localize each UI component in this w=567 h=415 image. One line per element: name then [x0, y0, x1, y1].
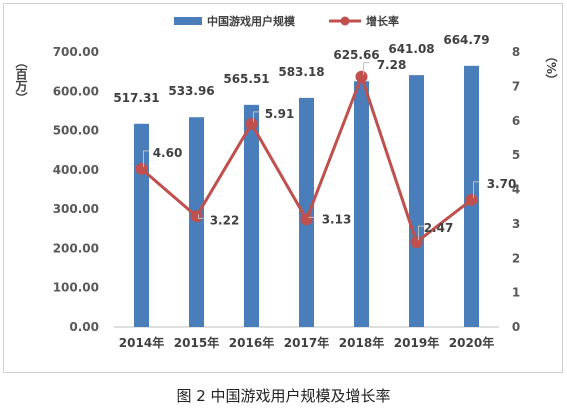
growth-rate-point	[465, 193, 478, 206]
growth-rate-point	[355, 70, 368, 83]
growth-rate-point	[135, 162, 148, 175]
combo-chart: 0.00 100.00 200.00 300.00 400.00 500.00 600.00…	[14, 14, 558, 350]
growth-rate-point	[245, 117, 258, 130]
bar-data-label: 641.08	[388, 42, 434, 56]
legend-marker-line	[340, 16, 350, 26]
y-left-tick-label: 200.00	[53, 241, 99, 255]
y-left-tick-label: 400.00	[53, 163, 99, 177]
y-right-tick-label: 1	[512, 286, 520, 300]
line-data-label: 5.91	[265, 107, 295, 121]
data-label-leader	[253, 111, 260, 122]
legend-label-bars: 中国游戏用户规模	[207, 14, 296, 28]
y-right-tick-label: 4	[512, 183, 520, 197]
y-right-tick-label: 5	[512, 148, 520, 162]
line-data-label: 2.47	[424, 221, 454, 235]
line-data-label: 7.28	[377, 58, 407, 72]
bar	[299, 97, 314, 327]
y-left-tick-label: 700.00	[53, 45, 99, 59]
x-tick-label: 2015年	[174, 335, 219, 350]
bar-data-label: 664.79	[443, 33, 489, 47]
figure-caption: 图 2 中国游戏用户规模及增长率	[176, 387, 391, 405]
data-label-leader	[418, 225, 425, 241]
y-left-tick-label: 300.00	[53, 202, 99, 216]
x-tick-label: 2020年	[449, 335, 494, 350]
y-left-tick-label: 500.00	[53, 124, 99, 138]
y-right-tick-label: 3	[512, 217, 520, 231]
y-left-unit-label: （百万）	[14, 56, 28, 104]
y-right-tick-label: 0	[512, 320, 520, 334]
bar-data-label: 517.31	[113, 91, 159, 105]
bar	[134, 123, 149, 327]
y-left-tick-label: 0.00	[69, 320, 99, 334]
line-data-label: 3.13	[322, 212, 352, 226]
line-data-label: 3.70	[487, 177, 517, 191]
x-tick-label: 2016年	[229, 335, 274, 350]
x-tick-label: 2017年	[284, 335, 329, 350]
growth-rate-point	[410, 236, 423, 249]
data-label-leader	[363, 62, 370, 75]
data-label-leader	[473, 181, 480, 198]
x-tick-label: 2018年	[339, 335, 384, 350]
y-right-tick-label: 8	[512, 45, 520, 59]
bar-data-label: 565.51	[223, 72, 269, 86]
bar	[409, 75, 424, 327]
data-label-leader	[143, 150, 150, 167]
line-data-label: 4.60	[153, 146, 183, 160]
bar-data-label: 583.18	[278, 65, 324, 79]
y-left-tick-label: 100.00	[53, 281, 99, 295]
y-right-tick-label: 6	[512, 114, 520, 128]
x-tick-label: 2019年	[394, 335, 439, 350]
y-right-tick-label: 7	[512, 79, 520, 93]
chart-frame: 0.00 100.00 200.00 300.00 400.00 500.00 600.00…	[3, 3, 563, 373]
y-right-tick-label: 2	[512, 251, 520, 265]
y-right-unit-label: （%）	[544, 50, 558, 86]
line-data-label: 3.22	[210, 213, 240, 227]
legend-label-line: 增长率	[366, 14, 399, 28]
x-tick-label: 2014年	[119, 335, 164, 350]
growth-rate-point	[300, 213, 313, 226]
growth-rate-point	[190, 210, 203, 223]
bar-data-label: 533.96	[168, 84, 214, 98]
data-label-leader	[198, 214, 205, 219]
bar-data-label: 625.66	[333, 48, 379, 62]
legend-swatch-bars	[174, 17, 202, 25]
bar	[244, 104, 259, 327]
y-left-tick-label: 600.00	[53, 84, 99, 98]
bar	[354, 81, 369, 327]
